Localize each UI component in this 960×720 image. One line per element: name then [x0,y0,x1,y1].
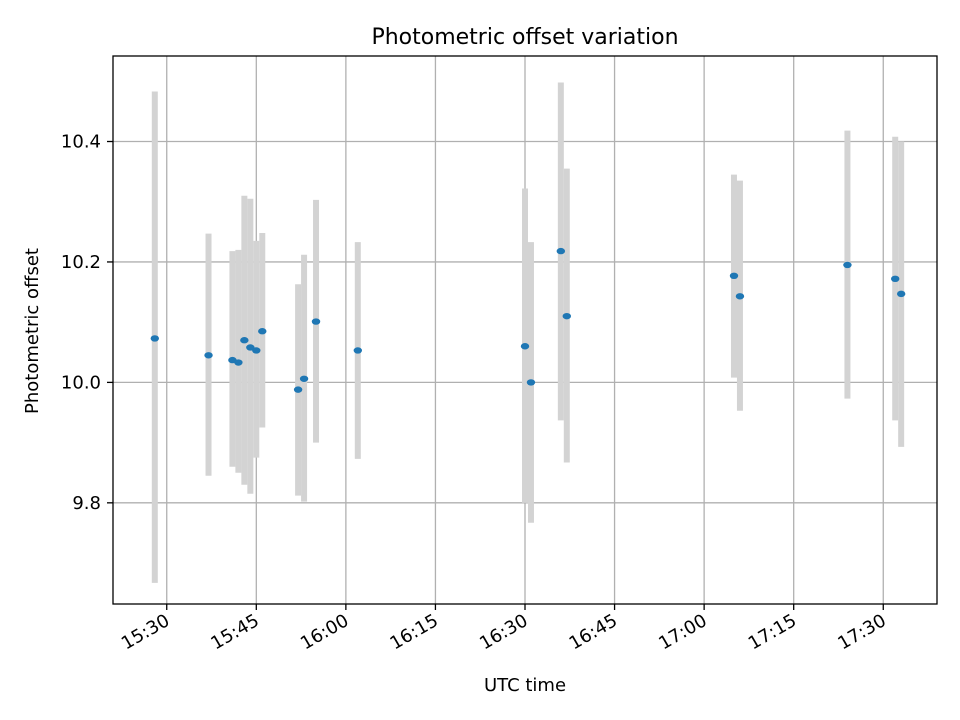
x-tick-label: 16:45 [566,610,621,654]
x-tick-label: 16:30 [476,610,531,654]
data-point [843,261,852,269]
data-point [526,379,536,386]
y-tick-label: 10.2 [61,252,101,273]
data-point [240,337,249,344]
x-tick-label: 17:30 [834,610,889,654]
data-point [729,272,739,280]
chart-title: Photometric offset variation [371,25,678,50]
data-point [150,335,159,342]
x-tick-label: 15:30 [118,610,173,654]
data-point [556,247,566,255]
y-tick-label: 10.0 [61,372,101,393]
data-point [311,318,321,325]
x-tick-label: 17:15 [745,610,800,654]
x-tick-label: 17:00 [655,610,710,654]
data-point [246,344,255,351]
data-points [150,247,906,393]
error-bars [151,82,905,583]
x-tick-label: 16:00 [297,610,352,654]
data-point [299,375,309,382]
x-axis-label: UTC time [484,675,566,696]
data-point [234,359,243,366]
data-point [204,352,213,359]
axis-ticks: 15:30 15:45 16:00 16:15 16:30 16:45 17:00 17:15… [61,132,890,655]
y-tick-label: 9.8 [72,493,101,514]
data-point [520,343,530,350]
data-point [252,347,261,354]
y-axis-label: Photometric offset [22,248,43,414]
x-tick-label: 16:15 [387,610,442,654]
data-point [562,312,571,320]
data-point [891,275,900,283]
data-point [735,293,745,300]
data-point [258,328,267,335]
data-point [293,386,303,393]
data-point [353,347,363,354]
y-tick-label: 10.4 [61,132,101,153]
data-point [896,290,906,298]
x-tick-label: 15:45 [207,610,262,654]
